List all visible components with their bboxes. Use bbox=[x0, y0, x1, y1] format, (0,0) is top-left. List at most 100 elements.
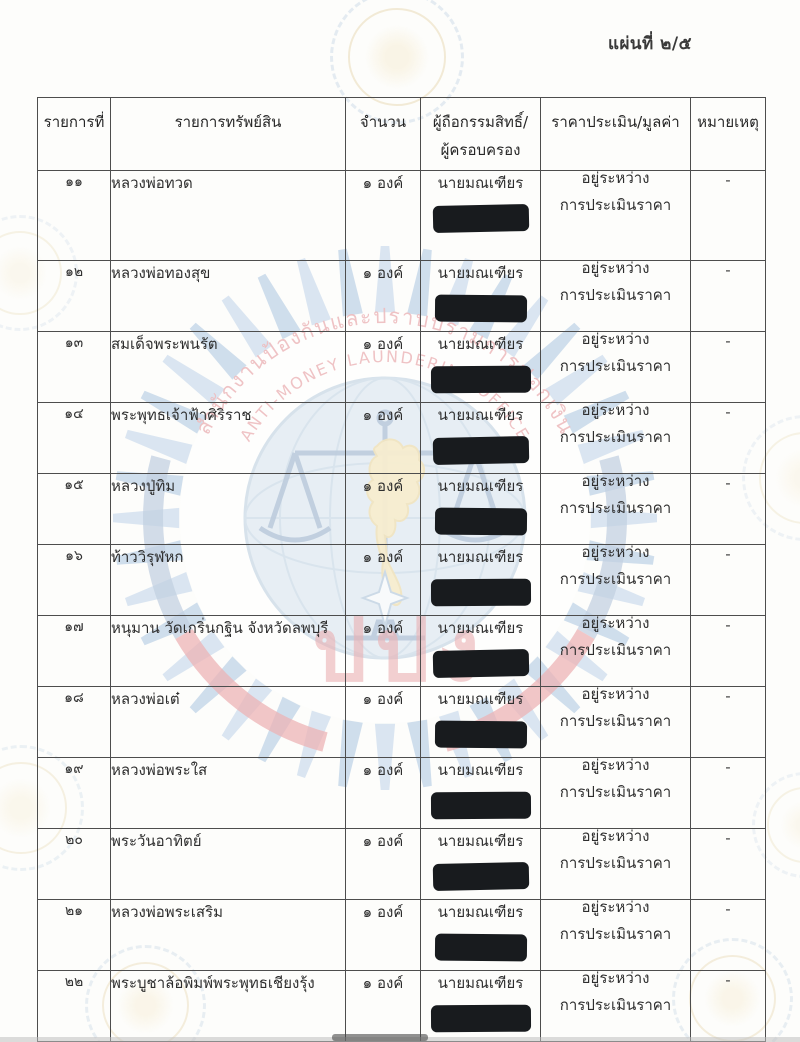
table-row: ๑๖ ท้าววิรุฬหก ๑ องค์ นายมณเฑียร อยู่ระห… bbox=[37, 543, 766, 616]
owner-cell: นายมณเฑียร bbox=[420, 899, 541, 971]
remark: - bbox=[690, 170, 766, 261]
asset-name: หลวงพ่อทองสุข bbox=[110, 260, 346, 332]
remark: - bbox=[690, 899, 766, 971]
redacted-name-box bbox=[434, 720, 527, 749]
value-line2: การประเมินราคา bbox=[559, 570, 672, 588]
remark: - bbox=[690, 615, 766, 687]
item-number: ๑๙ bbox=[37, 757, 111, 829]
remark: - bbox=[690, 473, 766, 545]
asset-name: หลวงพ่อเต๋ bbox=[110, 686, 346, 758]
owner-name: นายมณเฑียร bbox=[437, 264, 524, 282]
owner-cell: นายมณเฑียร bbox=[420, 331, 541, 403]
appraisal-value-cell: อยู่ระหว่าง การประเมินราคา bbox=[540, 898, 691, 971]
asset-quantity: ๑ องค์ bbox=[345, 402, 421, 474]
item-number: ๑๔ bbox=[37, 402, 111, 474]
value-line2: การประเมินราคา bbox=[559, 196, 672, 214]
asset-name: หลวงพ่อทวด bbox=[110, 170, 346, 261]
appraisal-value-cell: อยู่ระหว่าง การประเมินราคา bbox=[540, 260, 691, 332]
asset-quantity: ๑ องค์ bbox=[345, 331, 421, 403]
scan-smudge bbox=[332, 1034, 428, 1041]
remark: - bbox=[690, 331, 766, 403]
asset-quantity: ๑ องค์ bbox=[345, 544, 421, 616]
asset-name: พระพุทธเจ้าฟ้าศิริราช bbox=[110, 402, 346, 474]
value-line2: การประเมินราคา bbox=[559, 357, 672, 375]
value-line1: อยู่ระหว่าง bbox=[581, 169, 650, 187]
value-line2: การประเมินราคา bbox=[559, 428, 672, 446]
redacted-name-box bbox=[432, 861, 529, 892]
asset-quantity: ๑ องค์ bbox=[345, 686, 421, 758]
redacted-name-box bbox=[432, 435, 529, 466]
owner-cell: นายมณเฑียร bbox=[420, 170, 541, 261]
owner-cell: นายมณเฑียร bbox=[420, 757, 541, 829]
value-line1: อยู่ระหว่าง bbox=[581, 543, 650, 561]
item-number: ๑๘ bbox=[37, 686, 111, 758]
asset-name: หลวงพ่อพระใส bbox=[110, 757, 346, 829]
asset-name: หลวงพ่อพระเสริม bbox=[110, 899, 346, 971]
remark: - bbox=[690, 828, 766, 900]
header-quantity: จำนวน bbox=[345, 97, 421, 171]
table-row: ๑๙ หลวงพ่อพระใส ๑ องค์ นายมณเฑียร อยู่ระ… bbox=[37, 757, 766, 829]
header-owner: ผู้ถือกรรมสิทธิ์/ ผู้ครอบครอง bbox=[420, 97, 541, 171]
table-row: ๒๑ หลวงพ่อพระเสริม ๑ องค์ นายมณเฑียร อยู… bbox=[37, 898, 766, 971]
value-line1: อยู่ระหว่าง bbox=[581, 969, 650, 987]
value-line1: อยู่ระหว่าง bbox=[581, 685, 650, 703]
value-line1: อยู่ระหว่าง bbox=[581, 827, 650, 845]
value-line2: การประเมินราคา bbox=[559, 996, 672, 1014]
owner-name: นายมณเฑียร bbox=[437, 974, 524, 992]
item-number: ๑๖ bbox=[37, 544, 111, 616]
appraisal-value-cell: อยู่ระหว่าง การประเมินราคา bbox=[540, 330, 691, 403]
value-line1: อยู่ระหว่าง bbox=[581, 898, 650, 916]
page-number: แผ่นที่ ๒/๕ bbox=[608, 34, 692, 54]
asset-name: พระบูชาล้อพิมพ์พระพุทธเชียงรุ้ง bbox=[110, 970, 346, 1042]
owner-cell: นายมณเฑียร bbox=[420, 402, 541, 474]
redacted-name-box bbox=[430, 578, 531, 607]
table-row: ๑๔ พระพุทธเจ้าฟ้าศิริราช ๑ องค์ นายมณเฑี… bbox=[37, 401, 766, 474]
value-line1: อยู่ระหว่าง bbox=[581, 401, 650, 419]
asset-quantity: ๑ องค์ bbox=[345, 473, 421, 545]
remark: - bbox=[690, 402, 766, 474]
owner-name: นายมณเฑียร bbox=[437, 406, 524, 424]
remark: - bbox=[690, 970, 766, 1042]
header-owner-line1: ผู้ถือกรรมสิทธิ์/ bbox=[432, 113, 529, 131]
redacted-name-box bbox=[434, 294, 527, 323]
owner-cell: นายมณเฑียร bbox=[420, 473, 541, 545]
asset-quantity: ๑ องค์ bbox=[345, 615, 421, 687]
owner-name: นายมณเฑียร bbox=[437, 690, 524, 708]
owner-name: นายมณเฑียร bbox=[437, 548, 524, 566]
value-line1: อยู่ระหว่าง bbox=[581, 330, 650, 348]
asset-quantity: ๑ องค์ bbox=[345, 260, 421, 332]
redacted-name-box bbox=[432, 648, 529, 679]
appraisal-value-cell: อยู่ระหว่าง การประเมินราคา bbox=[540, 169, 691, 261]
item-number: ๑๗ bbox=[37, 615, 111, 687]
redacted-name-box bbox=[434, 933, 527, 962]
owner-cell: นายมณเฑียร bbox=[420, 828, 541, 900]
asset-quantity: ๑ องค์ bbox=[345, 899, 421, 971]
remark: - bbox=[690, 544, 766, 616]
table-row: ๑๑ หลวงพ่อทวด ๑ องค์ นายมณเฑียร อยู่ระหว… bbox=[37, 169, 766, 261]
owner-name: นายมณเฑียร bbox=[437, 903, 524, 921]
appraisal-value-cell: อยู่ระหว่าง การประเมินราคา bbox=[540, 757, 691, 829]
table-row: ๒๐ พระวันอาทิตย์ ๑ องค์ นายมณเฑียร อยู่ร… bbox=[37, 827, 766, 900]
table-row: ๑๒ หลวงพ่อทองสุข ๑ องค์ นายมณเฑียร อยู่ร… bbox=[37, 260, 766, 332]
redacted-name-box bbox=[430, 1004, 531, 1033]
value-line2: การประเมินราคา bbox=[559, 499, 672, 517]
appraisal-value-cell: อยู่ระหว่าง การประเมินราคา bbox=[540, 401, 691, 474]
table-header-row: รายการที่ รายการทรัพย์สิน จำนวน ผู้ถือกร… bbox=[37, 97, 766, 171]
owner-name: นายมณเฑียร bbox=[437, 335, 524, 353]
table-row: ๑๗ หนุมาน วัดเกริ่นกฐิน จังหวัดลพบุรี ๑ … bbox=[37, 615, 766, 687]
header-asset: รายการทรัพย์สิน bbox=[110, 97, 346, 171]
value-line1: อยู่ระหว่าง bbox=[581, 472, 650, 490]
owner-cell: นายมณเฑียร bbox=[420, 544, 541, 616]
appraisal-value-cell: อยู่ระหว่าง การประเมินราคา bbox=[540, 969, 691, 1042]
value-line2: การประเมินราคา bbox=[559, 286, 672, 304]
item-number: ๑๓ bbox=[37, 331, 111, 403]
owner-cell: นายมณเฑียร bbox=[420, 686, 541, 758]
header-item-no: รายการที่ bbox=[37, 97, 111, 171]
item-number: ๑๒ bbox=[37, 260, 111, 332]
asset-name: หนุมาน วัดเกริ่นกฐิน จังหวัดลพบุรี bbox=[110, 615, 346, 687]
asset-name: สมเด็จพระพนรัต bbox=[110, 331, 346, 403]
owner-cell: นายมณเฑียร bbox=[420, 970, 541, 1042]
item-number: ๑๕ bbox=[37, 473, 111, 545]
header-note: หมายเหตุ bbox=[690, 97, 766, 171]
